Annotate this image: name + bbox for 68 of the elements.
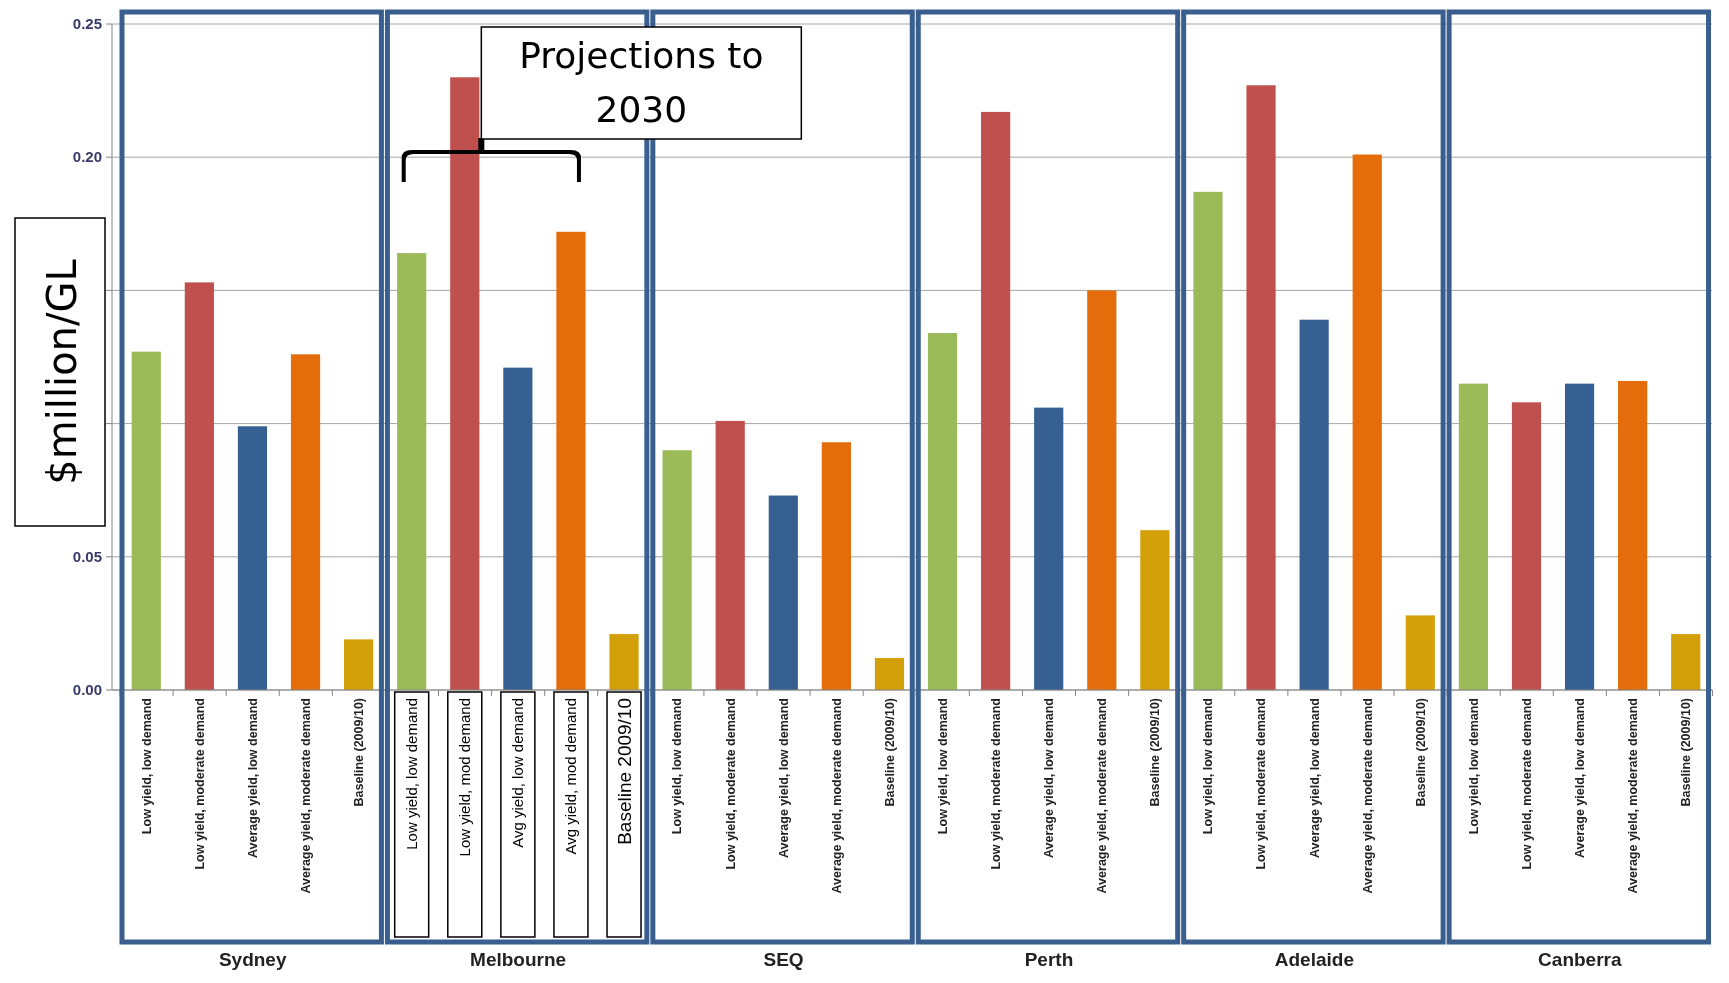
bar (1671, 634, 1701, 690)
y-tick-label: 0.25 (72, 15, 102, 33)
bar (981, 111, 1011, 690)
x-tick-label: Low yield, low demand (402, 698, 420, 850)
bar (715, 420, 745, 690)
x-tick-label: Average yield, low demand (1572, 698, 1587, 859)
bar (1140, 530, 1170, 690)
bar (290, 354, 321, 690)
x-tick-label: Average yield, moderate demand (1095, 698, 1110, 894)
bar (874, 658, 905, 690)
bar (1564, 383, 1595, 690)
x-tick-label: Low yield, moderate demand (1519, 698, 1534, 870)
y-tick-label: 0.00 (72, 681, 102, 699)
x-tick-label: Average yield, moderate demand (1360, 698, 1375, 894)
bar (1352, 154, 1382, 690)
x-tick-label: Average yield, low demand (245, 698, 260, 859)
bar (1511, 402, 1542, 690)
bar (821, 442, 851, 690)
bar (927, 333, 958, 690)
x-tick-label: Baseline (2009/10) (351, 698, 366, 807)
bar (184, 282, 214, 690)
x-tick-label: Low yield, low demand (670, 698, 685, 835)
bar (1405, 615, 1435, 690)
x-tick-label: Baseline (2009/10) (882, 698, 897, 807)
bar (662, 450, 692, 690)
text: Perth (1024, 949, 1074, 970)
x-tick-label: Baseline (2009/10) (1413, 698, 1428, 807)
y-tick-label: 0.20 (72, 148, 102, 166)
x-tick-label: Average yield, low demand (1307, 698, 1322, 859)
bar (1618, 380, 1648, 690)
x-tick-label: Average yield, moderate demand (298, 698, 313, 894)
x-tick-label: Baseline 2009/10 (613, 698, 635, 845)
y-axis-title: $million/GL (39, 258, 85, 485)
x-tick-label: Baseline (2009/10) (1148, 698, 1163, 807)
x-tick-label: Avg yield, mod demand (562, 698, 580, 855)
bar (609, 634, 639, 690)
bar (1246, 85, 1276, 690)
text: Adelaide (1274, 949, 1354, 970)
bar (1034, 407, 1064, 690)
x-tick-label: Low yield, moderate demand (723, 698, 738, 870)
text: Sydney (218, 949, 287, 970)
text: Canberra (1538, 949, 1622, 970)
bar (1458, 383, 1488, 690)
annotation: Projections to 2030 (481, 27, 802, 137)
y-tick-label: 0.05 (72, 548, 102, 566)
x-tick-label: Average yield, low demand (1042, 698, 1057, 859)
bar (237, 426, 268, 690)
x-tick-label: Low yield, moderate demand (192, 698, 207, 870)
x-tick-label: Low yield, low demand (139, 698, 154, 835)
x-tick-label: Average yield, moderate demand (1626, 698, 1641, 894)
x-tick-label: Low yield, mod demand (456, 698, 474, 857)
x-tick-label: Average yield, moderate demand (829, 698, 844, 894)
bar (1087, 290, 1117, 690)
bar (344, 639, 374, 690)
x-tick-label: Low yield, low demand (935, 698, 950, 835)
x-tick-label: Avg yield, low demand (509, 698, 527, 848)
x-tick-label: Baseline (2009/10) (1679, 698, 1694, 807)
x-tick-label: Low yield, moderate demand (989, 698, 1003, 870)
text: SEQ (763, 949, 804, 970)
x-tick-label: Average yield, low demand (776, 698, 791, 859)
bar (768, 495, 798, 690)
x-tick-label: Low yield, moderate demand (1254, 698, 1269, 870)
bar (1299, 319, 1329, 690)
text: Melbourne (470, 949, 567, 970)
bar (1193, 191, 1223, 690)
x-tick-label: Low yield, low demand (1466, 698, 1481, 835)
x-tick-label: Low yield, low demand (1201, 698, 1216, 835)
bar (131, 351, 161, 690)
